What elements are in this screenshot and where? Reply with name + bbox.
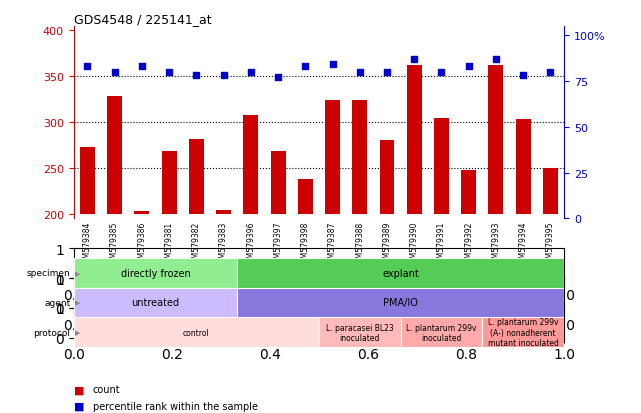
Bar	[488, 66, 503, 214]
Text: GSM579398: GSM579398	[301, 221, 310, 267]
Bar	[107, 97, 122, 214]
Bar	[74, 258, 237, 288]
Bar	[135, 211, 149, 214]
Point	[300, 64, 310, 70]
Bar	[237, 288, 564, 318]
Bar	[216, 211, 231, 214]
Text: GSM579396: GSM579396	[246, 221, 255, 267]
Bar	[162, 152, 176, 214]
Text: GSM579382: GSM579382	[192, 221, 201, 267]
Text: protocol: protocol	[33, 328, 71, 337]
Text: untreated: untreated	[131, 298, 179, 308]
Text: GSM579391: GSM579391	[437, 221, 446, 267]
Text: directly frozen: directly frozen	[121, 268, 190, 278]
Bar	[298, 180, 313, 214]
Text: control: control	[183, 328, 210, 337]
Text: specimen: specimen	[27, 268, 71, 278]
Text: GSM579390: GSM579390	[410, 221, 419, 267]
Text: L. paracasei BL23
inoculated: L. paracasei BL23 inoculated	[326, 323, 394, 342]
Point	[518, 73, 528, 80]
Point	[137, 64, 147, 70]
Bar	[401, 318, 482, 347]
Text: GSM579383: GSM579383	[219, 221, 228, 267]
Text: count: count	[93, 385, 121, 394]
Bar	[482, 318, 564, 347]
Point	[382, 69, 392, 76]
Bar	[80, 147, 95, 214]
Bar	[462, 171, 476, 214]
Bar	[237, 258, 564, 288]
Bar	[244, 116, 258, 214]
Bar	[325, 101, 340, 214]
Text: GSM579389: GSM579389	[383, 221, 392, 267]
Text: agent: agent	[44, 298, 71, 307]
Text: ▶: ▶	[75, 300, 80, 306]
Bar	[189, 139, 204, 214]
Text: percentile rank within the sample: percentile rank within the sample	[93, 401, 258, 411]
Text: GSM579384: GSM579384	[83, 221, 92, 267]
Text: GSM579385: GSM579385	[110, 221, 119, 267]
Bar	[319, 318, 401, 347]
Point	[164, 69, 174, 76]
Text: ■: ■	[74, 401, 84, 411]
Text: GSM579397: GSM579397	[274, 221, 283, 267]
Bar	[271, 152, 285, 214]
Text: GSM579386: GSM579386	[137, 221, 146, 267]
Text: GSM579387: GSM579387	[328, 221, 337, 267]
Point	[273, 75, 283, 81]
Text: GSM579388: GSM579388	[355, 221, 364, 267]
Text: ▶: ▶	[75, 270, 80, 276]
Point	[191, 73, 201, 80]
Text: explant: explant	[382, 268, 419, 278]
Point	[545, 69, 556, 76]
Text: GSM579381: GSM579381	[165, 221, 174, 267]
Text: L. plantarum 299v
inoculated: L. plantarum 299v inoculated	[406, 323, 477, 342]
Text: ■: ■	[74, 385, 84, 394]
Text: GSM579395: GSM579395	[546, 221, 555, 267]
Bar	[543, 169, 558, 214]
Bar	[379, 141, 394, 214]
Text: GSM579393: GSM579393	[492, 221, 501, 267]
Text: GSM579392: GSM579392	[464, 221, 473, 267]
Point	[328, 62, 338, 69]
Bar	[516, 120, 531, 214]
Point	[219, 73, 229, 80]
Point	[491, 57, 501, 63]
Text: GSM579394: GSM579394	[519, 221, 528, 267]
Bar	[353, 101, 367, 214]
Point	[354, 69, 365, 76]
Bar	[74, 318, 319, 347]
Text: L. plantarum 299v
(A-) nonadherent
mutant inoculated: L. plantarum 299v (A-) nonadherent mutan…	[488, 318, 559, 347]
Point	[463, 64, 474, 70]
Bar	[407, 66, 422, 214]
Bar	[74, 288, 237, 318]
Text: PMA/IO: PMA/IO	[383, 298, 418, 308]
Bar	[434, 119, 449, 214]
Point	[82, 64, 92, 70]
Point	[409, 57, 419, 63]
Point	[246, 69, 256, 76]
Point	[110, 69, 120, 76]
Text: ▶: ▶	[75, 330, 80, 335]
Point	[437, 69, 447, 76]
Text: GDS4548 / 225141_at: GDS4548 / 225141_at	[74, 13, 212, 26]
